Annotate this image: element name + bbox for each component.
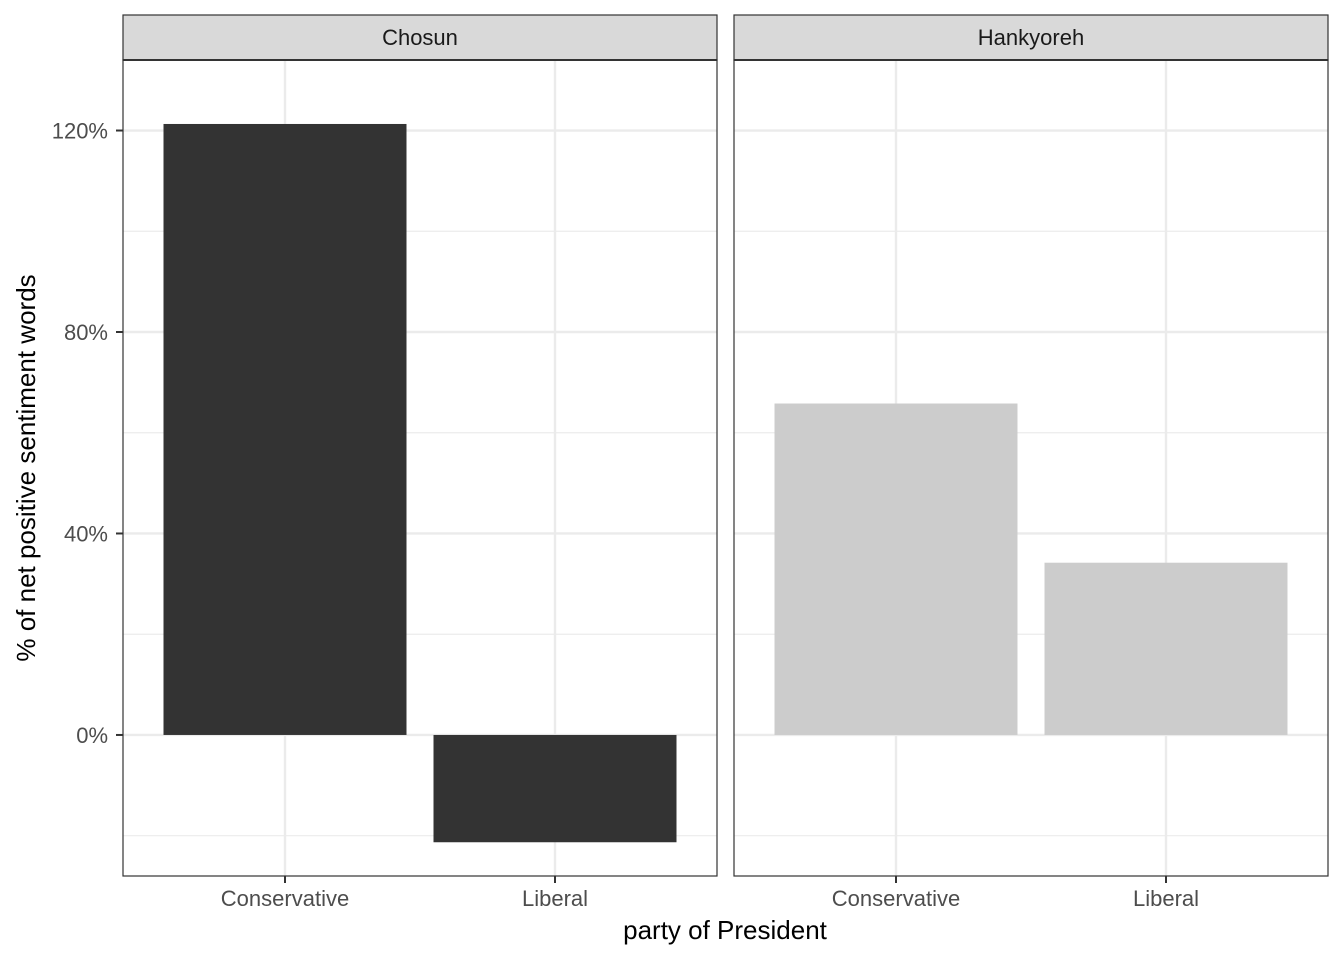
facet-strip-label: Chosun [382, 25, 458, 50]
x-tick-label: Liberal [1133, 886, 1199, 911]
y-tick-label: 40% [64, 521, 108, 546]
bar-hankyoreh-conservative [774, 403, 1018, 735]
x-tick-label: Conservative [221, 886, 349, 911]
y-tick-label: 120% [52, 119, 108, 144]
facet-strip [122, 14, 718, 61]
x-tick-label: Liberal [522, 886, 588, 911]
facet-strip-label: Hankyoreh [978, 25, 1084, 50]
y-tick-label: 0% [76, 723, 108, 748]
bar-hankyoreh-liberal [1044, 562, 1288, 735]
x-tick-label: Conservative [832, 886, 960, 911]
bar-chosun-conservative [163, 123, 407, 735]
y-axis-title: % of net positive sentiment words [11, 274, 41, 661]
facet-strip [733, 14, 1329, 61]
y-tick-label: 80% [64, 320, 108, 345]
bar-chosun-liberal [433, 734, 677, 843]
x-axis-title: party of President [623, 915, 828, 945]
